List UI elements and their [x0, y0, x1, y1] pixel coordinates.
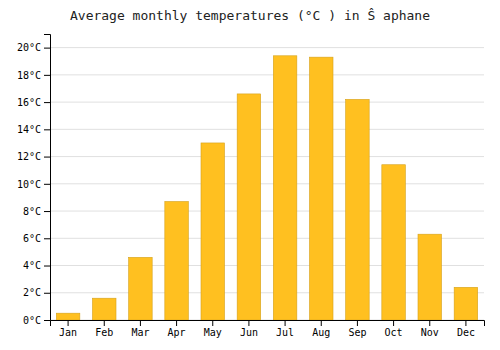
y-tick: 16°C [17, 97, 50, 108]
x-tick-label: Jun [240, 327, 258, 338]
y-tick-mark [44, 48, 50, 49]
y-tick-mark [44, 102, 50, 103]
x-axis: Jan Feb Mar Apr May Jun Jul Aug Sep Oct Nov Dec [51, 320, 485, 338]
y-tick-label: 4°C [23, 260, 41, 271]
bar [56, 313, 80, 320]
y-tick-mark [44, 266, 50, 267]
bar [382, 165, 406, 320]
bar [454, 287, 478, 320]
x-tick-mark [321, 320, 322, 326]
y-tick-mark [44, 129, 50, 130]
x-tick-mark [104, 320, 105, 326]
x-tick: May [204, 320, 222, 338]
x-tick-mark [357, 320, 358, 326]
x-tick-mark [429, 320, 430, 326]
x-tick-label: Aug [312, 327, 330, 338]
y-tick-label: 8°C [23, 206, 41, 217]
x-tick: Mar [131, 320, 149, 338]
y-tick-mark [44, 211, 50, 212]
bar [165, 202, 189, 320]
x-axis-line [51, 321, 485, 327]
y-axis-line [44, 35, 51, 321]
grid-line [50, 156, 484, 157]
grid-line [50, 102, 484, 103]
y-tick-label: 14°C [17, 124, 41, 135]
y-tick-label: 16°C [17, 97, 41, 108]
y-axis: 0°C 2°C 4°C 6°C 8°C 10°C 12°C 14°C 16°C 18°C 20°C [17, 35, 51, 326]
x-tick: Jul [276, 320, 294, 338]
chart: 0°C 2°C 4°C 6°C 8°C 10°C 12°C 14°C 16°C 18°C 20°C J… [0, 0, 500, 350]
y-tick-mark [44, 184, 50, 185]
x-tick: Dec [457, 320, 475, 338]
x-tick-label: Mar [131, 327, 149, 338]
plot: 0°C 2°C 4°C 6°C 8°C 10°C 12°C 14°C 16°C 18°C 20°C J… [17, 35, 485, 339]
y-tick-mark [44, 320, 50, 321]
y-tick: 14°C [17, 124, 50, 135]
y-tick: 8°C [23, 206, 50, 217]
y-tick-label: 12°C [17, 151, 41, 162]
x-tick: Jan [59, 320, 77, 338]
y-tick-label: 10°C [17, 179, 41, 190]
x-tick-label: Sep [348, 327, 366, 338]
grid [50, 48, 484, 320]
grid-line [50, 129, 484, 130]
y-tick-label: 2°C [23, 287, 41, 298]
x-tick-mark [212, 320, 213, 326]
bar [418, 234, 442, 320]
x-tick-label: Dec [457, 327, 475, 338]
x-tick-label: May [204, 327, 222, 338]
y-tick-mark [44, 75, 50, 76]
x-tick: Sep [348, 320, 366, 338]
bar [129, 257, 153, 320]
bar [201, 143, 225, 320]
y-tick: 20°C [17, 42, 50, 53]
x-tick-mark [140, 320, 141, 326]
grid-line [50, 211, 484, 212]
grid-line [50, 47, 484, 48]
bar [273, 56, 297, 320]
x-tick-label: Jul [276, 327, 294, 338]
x-tick: Nov [421, 320, 439, 338]
y-tick-label: 0°C [23, 315, 41, 326]
bar [346, 99, 370, 320]
x-tick-label: Jan [59, 327, 77, 338]
y-tick-mark [44, 238, 50, 239]
y-tick-label: 18°C [17, 70, 41, 81]
x-tick-label: Nov [421, 327, 439, 338]
x-tick: Aug [312, 320, 330, 338]
bar [237, 94, 261, 320]
x-tick: Jun [240, 320, 258, 338]
x-tick: Feb [95, 320, 113, 338]
y-tick: 18°C [17, 70, 50, 81]
bars [56, 56, 477, 320]
x-tick-mark [285, 320, 286, 326]
y-tick: 2°C [23, 287, 50, 298]
x-tick-label: Feb [95, 327, 113, 338]
x-tick-label: Apr [168, 327, 186, 338]
x-tick: Oct [385, 320, 403, 338]
y-tick-label: 6°C [23, 233, 41, 244]
x-tick-label: Oct [385, 327, 403, 338]
x-tick: Apr [168, 320, 186, 338]
y-tick-mark [44, 157, 50, 158]
y-tick-mark [44, 293, 50, 294]
x-tick-mark [465, 320, 466, 326]
bar [309, 57, 333, 320]
x-tick-mark [68, 320, 69, 326]
y-tick: 10°C [17, 179, 50, 190]
y-tick: 4°C [23, 260, 50, 271]
grid-line [50, 74, 484, 75]
y-tick: 0°C [23, 315, 50, 326]
bar [92, 298, 116, 320]
x-tick-mark [393, 320, 394, 326]
x-tick-mark [176, 320, 177, 326]
title: Average monthly temperatures (°C ) in Ŝ … [70, 8, 430, 23]
x-tick-mark [248, 320, 249, 326]
y-tick-label: 20°C [17, 42, 41, 53]
grid-line [50, 183, 484, 184]
y-tick: 6°C [23, 233, 50, 244]
y-tick: 12°C [17, 151, 50, 162]
